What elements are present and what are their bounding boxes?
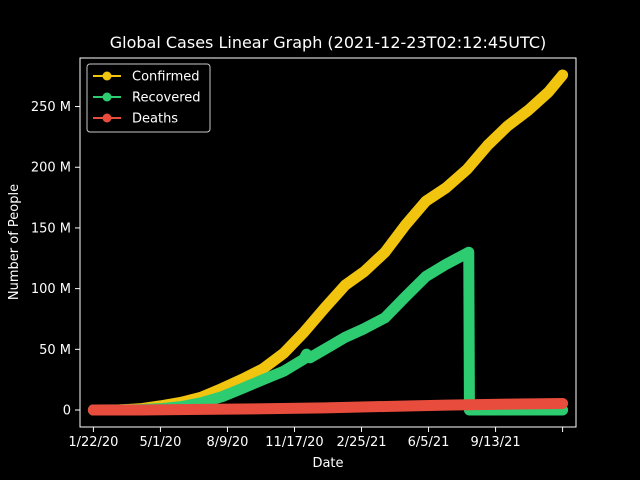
y-tick-label: 50 M xyxy=(39,343,71,358)
legend-swatch-marker xyxy=(102,92,112,102)
x-tick-label: 1/22/20 xyxy=(68,435,118,450)
legend-item-confirmed: Confirmed xyxy=(93,70,200,85)
x-tick-label: 6/5/21 xyxy=(408,435,450,450)
x-axis-label: Date xyxy=(312,456,343,471)
y-tick-label: 250 M xyxy=(31,100,71,115)
y-tick-label: 0 xyxy=(63,404,71,419)
series-deaths-line xyxy=(93,402,563,411)
y-tick-label: 200 M xyxy=(31,161,71,176)
legend-swatch-marker xyxy=(102,113,112,123)
y-axis-label: Number of People xyxy=(7,184,22,300)
y-tick-label: 150 M xyxy=(31,221,71,236)
x-tick-label: 9/13/21 xyxy=(471,435,521,450)
legend-label: Confirmed xyxy=(132,70,200,85)
legend-entries: Confirmed Recovered Deaths xyxy=(93,70,201,127)
x-tick-label: 5/1/20 xyxy=(140,435,182,450)
x-tick-label: 11/17/20 xyxy=(265,435,323,450)
y-tick-label: 100 M xyxy=(31,282,71,297)
legend-swatch-marker xyxy=(102,71,112,81)
legend-item-recovered: Recovered xyxy=(93,91,201,106)
legend-frame xyxy=(86,63,211,133)
x-tick-label: 8/9/20 xyxy=(207,435,249,450)
x-axis: 1/22/20 5/1/20 8/9/20 11/17/20 2/25/21 6/5/21… xyxy=(68,427,564,450)
legend-item-deaths: Deaths xyxy=(93,112,178,127)
legend: Confirmed Recovered Deaths xyxy=(86,63,211,133)
x-tick-label: 2/25/21 xyxy=(336,435,386,450)
y-axis: 0 50 M 100 M 150 M 200 M 250 M xyxy=(31,100,80,419)
plot-frame xyxy=(79,57,577,428)
legend-label: Deaths xyxy=(132,112,178,127)
legend-label: Recovered xyxy=(132,91,201,106)
series-layer xyxy=(87,69,569,416)
chart-title: Global Cases Linear Graph (2021-12-23T02… xyxy=(110,33,547,52)
